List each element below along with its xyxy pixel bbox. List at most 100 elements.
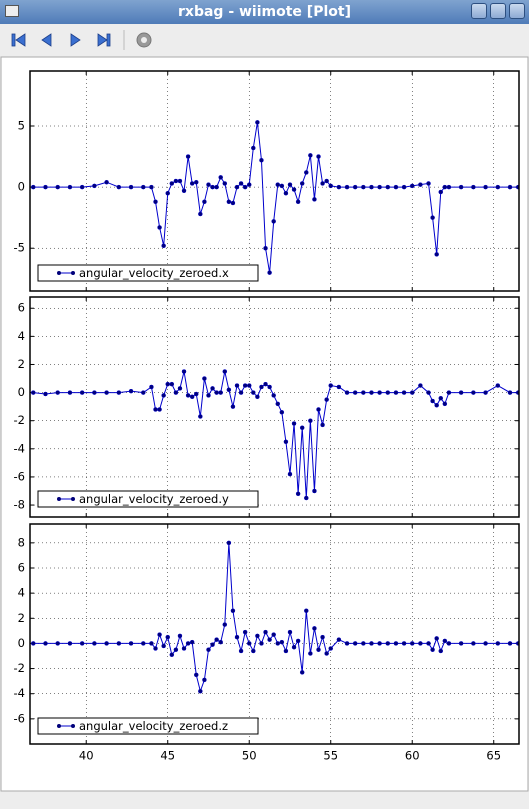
y-tick-label: -8 [14, 498, 25, 512]
data-point [267, 384, 272, 390]
skip-start-button[interactable] [11, 33, 26, 47]
data-point [483, 390, 488, 395]
legend-label: angular_velocity_zeroed.x [79, 266, 229, 280]
data-point [194, 672, 199, 678]
data-point [304, 495, 309, 501]
data-point [312, 626, 317, 631]
data-point [393, 641, 399, 646]
legend-label: angular_velocity_zeroed.y [79, 492, 229, 506]
data-point [271, 219, 276, 224]
y-tick-label: 4 [18, 329, 25, 343]
data-point [218, 390, 223, 395]
data-point [418, 182, 423, 187]
legend-marker [71, 724, 75, 728]
skip-end-button[interactable] [97, 33, 111, 47]
data-point [401, 641, 407, 646]
data-point [55, 184, 60, 190]
data-point [295, 638, 301, 644]
data-point [299, 181, 305, 186]
data-point [308, 651, 313, 656]
data-point [173, 390, 179, 395]
window-icon [5, 5, 19, 17]
data-point [438, 189, 444, 195]
data-point [149, 184, 154, 190]
step-forward-button[interactable] [70, 33, 81, 47]
data-point [324, 651, 329, 656]
data-point [165, 190, 170, 196]
data-point [312, 488, 317, 494]
data-point [79, 184, 85, 190]
toolbar [0, 24, 529, 56]
close-button[interactable] [509, 3, 525, 19]
data-point [336, 637, 342, 642]
legend-label: angular_velocity_zeroed.z [79, 719, 228, 733]
y-tick-label: -2 [14, 413, 25, 427]
data-point [409, 183, 415, 189]
data-point [92, 183, 97, 189]
data-point [442, 184, 448, 190]
legend-marker [57, 271, 61, 275]
data-point [442, 401, 448, 407]
data-point [259, 384, 264, 390]
data-point [283, 439, 289, 445]
maximize-button[interactable] [490, 3, 506, 19]
y-tick-label: -4 [14, 686, 25, 700]
toolbar-icons [11, 30, 152, 50]
data-point [271, 632, 276, 637]
subplot: -8 -6 -4 -2 0 2 4 6 angular_velocity_zeroed.y [14, 296, 520, 518]
data-point [295, 199, 301, 205]
data-point [104, 390, 109, 395]
data-point [202, 376, 207, 381]
data-point [157, 407, 162, 412]
step-back-button[interactable] [41, 33, 52, 47]
y-tick-label: -6 [14, 711, 25, 725]
data-point [434, 252, 439, 257]
data-point [116, 184, 122, 190]
data-point [275, 182, 281, 187]
minimize-button[interactable] [471, 3, 487, 19]
settings-button[interactable] [136, 32, 152, 48]
data-point [471, 641, 476, 646]
data-point [230, 404, 236, 409]
data-point [141, 390, 146, 395]
data-point [31, 390, 36, 395]
data-point [483, 184, 488, 190]
y-tick-label: -5 [14, 241, 25, 255]
data-point [401, 390, 407, 395]
data-point [344, 184, 350, 190]
data-point [291, 187, 297, 192]
data-point [308, 418, 313, 423]
data-point [495, 184, 501, 190]
data-point [238, 390, 244, 395]
data-point [92, 641, 97, 646]
y-tick-label: 2 [18, 611, 25, 625]
title-bar: rxbag - wiimote [Plot] [0, 0, 529, 24]
axes-frame [29, 523, 520, 745]
data-point [295, 491, 301, 497]
data-point [169, 381, 175, 387]
data-point [299, 670, 305, 675]
y-tick-label: 2 [18, 357, 25, 371]
subplot: 40 45 50 55 60 65 -6 -4 -2 0 2 4 6 8 angular_velocity_… [14, 523, 520, 763]
data-point [458, 184, 464, 190]
data-point [202, 677, 207, 683]
data-point [369, 184, 374, 190]
data-point [320, 634, 325, 640]
legend-box [37, 264, 259, 282]
data-point [344, 641, 350, 646]
data-point [161, 393, 166, 398]
data-point [316, 407, 321, 412]
data-point [43, 641, 48, 646]
legend-marker [57, 724, 61, 728]
data-point [283, 648, 289, 654]
data-point [153, 646, 158, 651]
data-point [393, 390, 399, 395]
data-point [336, 184, 342, 190]
data-point [161, 643, 166, 649]
data-point [206, 393, 211, 398]
data-point [242, 184, 248, 190]
data-point [324, 397, 329, 402]
data-point [67, 390, 73, 395]
data-point [246, 641, 252, 646]
